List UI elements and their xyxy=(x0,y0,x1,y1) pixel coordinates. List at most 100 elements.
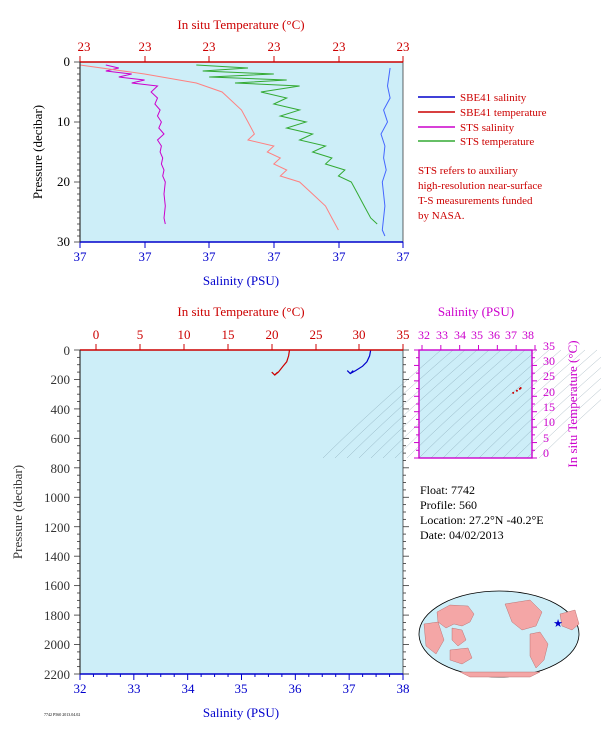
ts-density-contour xyxy=(334,349,454,459)
ts-temp-tick-label: 15 xyxy=(543,400,555,414)
ts-sal-tick-label: 32 xyxy=(418,328,430,342)
ts-salinity-title: Salinity (PSU) xyxy=(438,304,514,319)
bottom-temp-tick-label: 35 xyxy=(397,327,410,342)
legend: SBE41 salinity SBE41 temperature STS sal… xyxy=(418,92,547,222)
series-sbe41-temperature xyxy=(79,64,339,231)
legend-note-line: by NASA. xyxy=(418,210,465,222)
bottom-pressure-tick-label: 400 xyxy=(51,402,71,417)
top-pressure-tick-label: 20 xyxy=(57,174,70,189)
legend-label-sts-salinity: STS salinity xyxy=(460,122,515,134)
continent-australia xyxy=(449,647,473,665)
ts-temp-tick-label: 0 xyxy=(543,446,549,460)
top-temp-tick-label: 23 xyxy=(78,39,91,54)
bottom-pressure-tick-label: 1200 xyxy=(44,520,70,535)
top-pressure-title: Pressure (decibar) xyxy=(30,105,45,199)
float-id: Float: 7742 xyxy=(420,483,475,497)
ts-temp-tick-label: 10 xyxy=(543,415,555,429)
map-continents xyxy=(423,599,580,678)
bottom-panel: In situ Temperature (°C) Salinity (PSU) … xyxy=(10,304,410,720)
ts-sal-tick-label: 37 xyxy=(505,328,517,342)
top-ticks xyxy=(74,56,404,248)
ts-density-contour xyxy=(478,349,598,459)
bottom-temp-tick-label: 0 xyxy=(93,327,100,342)
ts-series xyxy=(512,387,522,394)
bottom-temp-tick-label: 10 xyxy=(178,327,191,342)
top-plot-area xyxy=(80,62,403,242)
profile-number: Profile: 560 xyxy=(420,498,477,512)
continent-north-america xyxy=(504,599,543,631)
top-temp-tick-label: 23 xyxy=(268,39,281,54)
ts-density-contour xyxy=(466,349,586,459)
bottom-pressure-tick-label: 0 xyxy=(64,343,71,358)
bottom-temp-tick-label: 20 xyxy=(266,327,279,342)
top-temp-tick-label: 23 xyxy=(203,39,216,54)
top-temp-tick-label: 23 xyxy=(397,39,410,54)
top-temp-tick-label: 23 xyxy=(139,39,152,54)
bottom-pressure-tick-label: 1800 xyxy=(44,608,70,623)
continent-south-america xyxy=(529,631,549,669)
ts-density-contour xyxy=(454,349,574,459)
ts-temp-tick-label: 20 xyxy=(543,385,555,399)
top-sal-tick-label: 37 xyxy=(397,249,411,264)
bottom-temp-tick-label: 30 xyxy=(353,327,366,342)
ts-density-contour xyxy=(322,349,442,459)
bottom-pressure-tick-label: 1600 xyxy=(44,578,70,593)
ts-sal-tick-label: 38 xyxy=(522,328,534,342)
bottom-sal-tick-label: 32 xyxy=(74,681,87,696)
bottom-temperature-title: In situ Temperature (°C) xyxy=(177,304,304,319)
ts-point xyxy=(512,391,515,394)
legend-label-sbe41-salinity: SBE41 salinity xyxy=(460,92,527,104)
ts-plot-area xyxy=(419,350,532,458)
continent-southeast-asia xyxy=(451,627,467,647)
ts-density-contour xyxy=(442,349,562,459)
bottom-sal-tick-label: 36 xyxy=(289,681,303,696)
bottom-sal-tick-label: 33 xyxy=(128,681,141,696)
ts-sal-tick-label: 36 xyxy=(488,328,500,342)
bottom-ticks xyxy=(74,344,409,680)
top-panel: In situ Temperature (°C) Salinity (PSU) … xyxy=(30,17,410,288)
legend-note-line: high-resolution near-surface xyxy=(418,180,542,192)
bottom-plot-area xyxy=(80,350,403,674)
top-sal-tick-label: 37 xyxy=(268,249,282,264)
top-sal-tick-label: 37 xyxy=(203,249,217,264)
ts-point xyxy=(515,389,518,392)
bottom-temp-tick-label: 5 xyxy=(137,327,144,342)
ts-density-contour xyxy=(538,399,601,459)
ts-sal-tick-label: 35 xyxy=(471,328,483,342)
legend-note-line: STS refers to auxiliary xyxy=(418,165,518,177)
ts-density-contour xyxy=(526,388,601,459)
bottom-pressure-title: Pressure (decibar) xyxy=(10,465,25,559)
top-series xyxy=(79,64,391,237)
series-sts-temperature xyxy=(196,64,378,225)
location: Location: 27.2°N -40.2°E xyxy=(420,513,544,527)
continent-antarctica xyxy=(459,671,541,678)
ts-temp-tick-label: 30 xyxy=(543,354,555,368)
bottom-pressure-tick-label: 800 xyxy=(51,461,71,476)
top-pressure-tick-label: 30 xyxy=(57,234,70,249)
top-sal-tick-label: 37 xyxy=(139,249,153,264)
top-pressure-tick-label: 10 xyxy=(57,114,70,129)
bottom-pressure-tick-label: 600 xyxy=(51,431,71,446)
ts-density-contour xyxy=(346,349,466,459)
continent-africa xyxy=(423,621,445,655)
series-sbe41-salinity xyxy=(349,349,372,375)
bottom-pressure-tick-label: 1400 xyxy=(44,549,70,564)
ts-density-contour xyxy=(394,349,514,459)
ts-temp-tick-label: 35 xyxy=(543,339,555,353)
bottom-temp-tick-label: 15 xyxy=(222,327,235,342)
ts-density-contour xyxy=(418,349,538,459)
float-position-star-icon: ★ xyxy=(553,617,563,630)
ts-density-contour xyxy=(406,349,526,459)
bottom-sal-tick-label: 37 xyxy=(343,681,357,696)
series-sts-salinity xyxy=(105,64,166,225)
ts-diagram: Salinity (PSU) In situ Temperature (°C) … xyxy=(322,304,601,468)
series-sbe41-salinity xyxy=(380,67,391,237)
series-end-marker xyxy=(271,371,279,376)
ts-density-contour xyxy=(514,377,601,459)
footer-id: 7742 P560 2013.04.02 xyxy=(44,712,80,717)
continent-europe xyxy=(559,609,580,631)
bottom-pressure-tick-label: 2200 xyxy=(44,667,70,682)
legend-label-sbe41-temperature: SBE41 temperature xyxy=(460,107,547,119)
ts-sal-tick-label: 33 xyxy=(436,328,448,342)
